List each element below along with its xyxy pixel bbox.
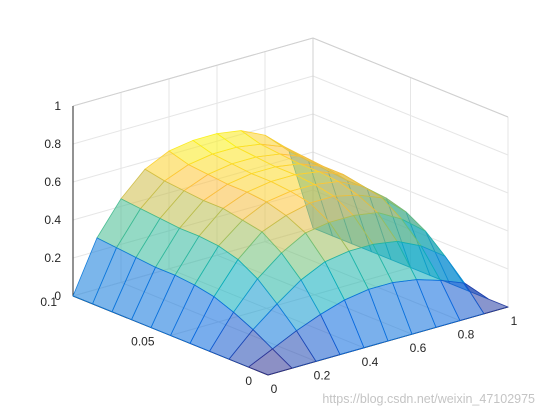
y-tick-label: 0 [245, 374, 252, 388]
watermark-text: https://blog.csdn.net/weixin_47102975 [322, 392, 535, 406]
surface-mesh [72, 130, 510, 376]
z-tick-label: 1 [54, 99, 61, 113]
z-tick-label: 0.4 [44, 213, 61, 227]
axis-box-edge [72, 37, 314, 107]
grid-line [312, 75, 509, 156]
axis-box-edge [312, 37, 509, 118]
x-tick-label: 0.4 [362, 355, 379, 369]
y-tick-label: 0.05 [131, 335, 155, 349]
z-tick-label: 0.8 [44, 137, 61, 151]
x-tick-label: 0.6 [410, 341, 427, 355]
x-tick-label: 0.8 [458, 328, 475, 342]
grid-line [72, 75, 314, 145]
x-tick-label: 0 [271, 382, 278, 396]
grid-line [312, 113, 509, 194]
x-tick-label: 0.2 [314, 368, 331, 382]
grid-line [312, 151, 509, 232]
z-tick-label: 0.2 [44, 251, 61, 265]
surface-face [247, 348, 293, 376]
x-tick-label: 1 [511, 314, 518, 328]
z-tick-label: 0.6 [44, 175, 61, 189]
z-tick-label: 0 [54, 289, 61, 303]
y-tick-label: 0.1 [40, 295, 57, 309]
